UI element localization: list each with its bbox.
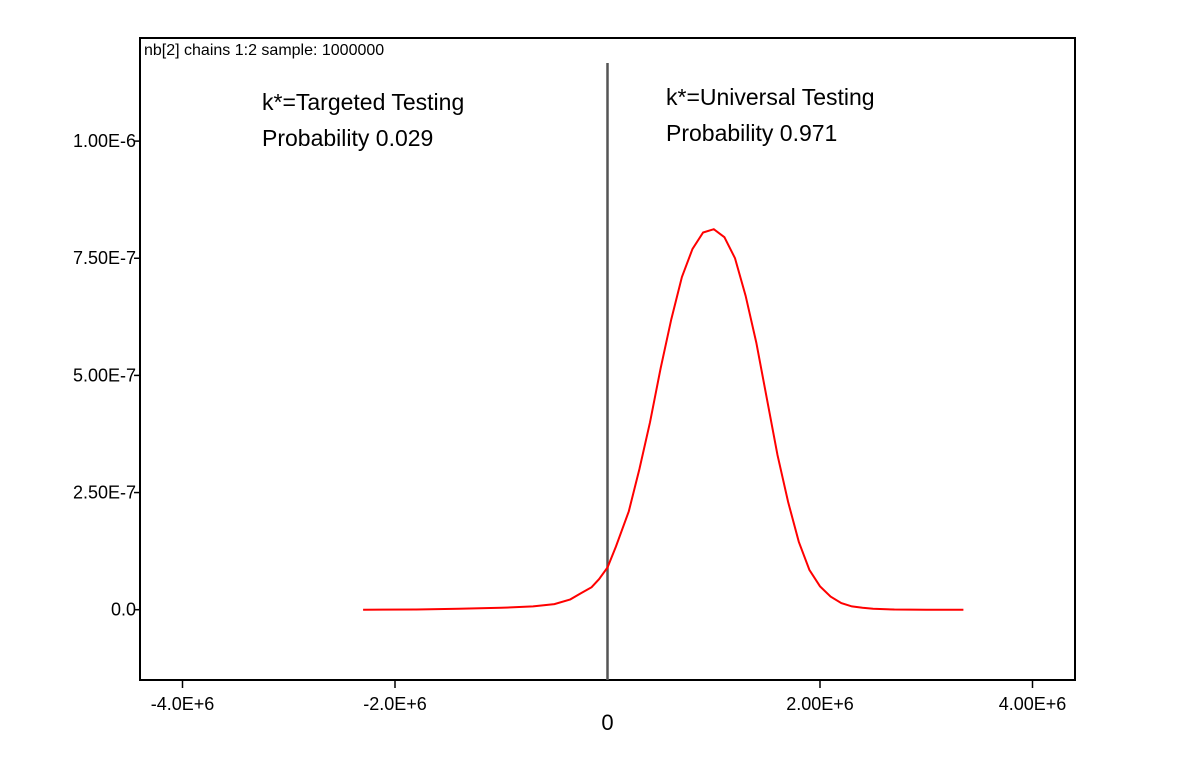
y-tick-label: 2.50E-7 xyxy=(73,483,136,503)
x-axis-ticks: -4.0E+6 -2.0E+6 2.00E+6 4.00E+6 xyxy=(151,680,1067,714)
annotation-right-line-1: k*=Universal Testing xyxy=(666,84,875,110)
chart-header: nb[2] chains 1:2 sample: 1000000 xyxy=(144,42,384,59)
annotation-right-line-2: Probability 0.971 xyxy=(666,120,837,146)
x-tick-label: 4.00E+6 xyxy=(999,694,1067,714)
y-axis-ticks: 0.0 2.50E-7 5.00E-7 7.50E-7 1.00E-6 xyxy=(73,131,140,620)
zero-label: 0 xyxy=(601,710,613,735)
series-density-line xyxy=(363,228,964,611)
annotation-left-line-2: Probability 0.029 xyxy=(262,125,433,151)
y-tick-label: 7.50E-7 xyxy=(73,248,136,268)
y-tick-label: 1.00E-6 xyxy=(73,131,136,151)
y-tick-label: 5.00E-7 xyxy=(73,365,136,385)
annotations: k*=Targeted Testing Probability 0.029 k*=U… xyxy=(262,84,875,151)
annotation-left-line-1: k*=Targeted Testing xyxy=(262,89,464,115)
x-tick-label: -4.0E+6 xyxy=(151,694,215,714)
x-tick-label: 2.00E+6 xyxy=(786,694,854,714)
y-tick-label: 0.0 xyxy=(111,600,136,620)
x-tick-label: -2.0E+6 xyxy=(363,694,427,714)
